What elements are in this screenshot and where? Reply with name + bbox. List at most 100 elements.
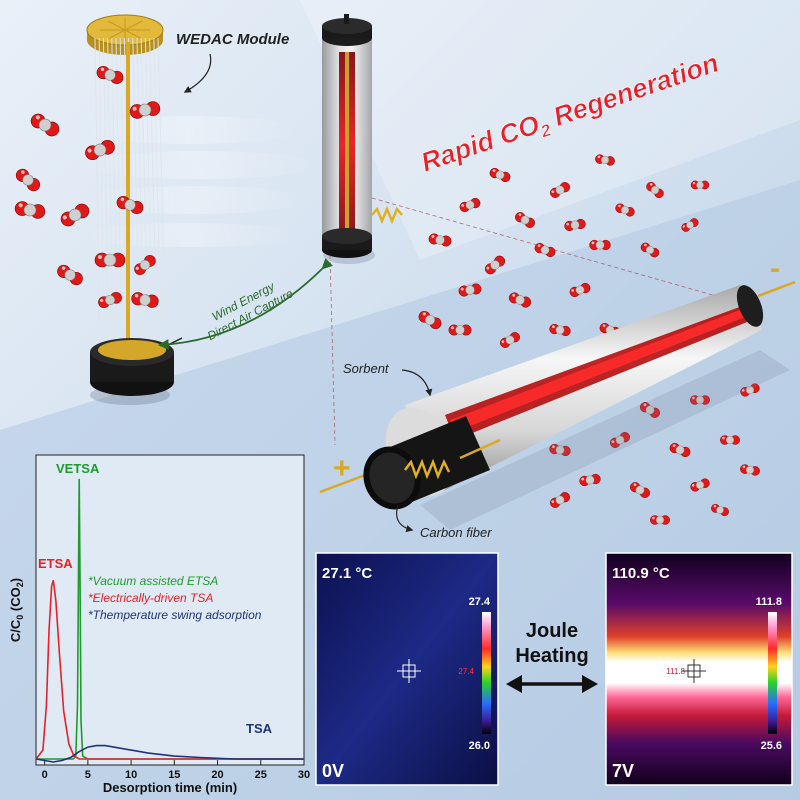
- joule-label-line1: Joule: [526, 620, 578, 642]
- x-tick-label: 15: [168, 769, 180, 781]
- co2-molecule: [418, 310, 442, 330]
- co2-molecule: [14, 201, 46, 219]
- co2-molecule: [669, 442, 691, 458]
- thermal-right-spot: 111.8: [666, 667, 685, 676]
- co2-molecule: [484, 255, 506, 275]
- co2-molecule: [640, 402, 660, 418]
- co2-molecule: [85, 139, 115, 161]
- co2-molecule: [116, 195, 144, 215]
- thermal-right-scale-min: 25.6: [761, 740, 782, 752]
- thermal-left-scale-max: 27.4: [469, 596, 491, 608]
- sorbent-label: Sorbent: [343, 361, 390, 376]
- co2-molecule: [550, 182, 570, 198]
- thermal-left-scale: [482, 612, 491, 734]
- thermal-right-scale: [768, 612, 777, 734]
- sorbent-arrow: [401, 369, 433, 397]
- co2-molecule: [57, 264, 83, 286]
- co2-molecule: [534, 242, 556, 258]
- co2-molecule: [740, 383, 760, 397]
- co2-molecule: [489, 167, 511, 183]
- thermal-right: 110.9 °C 111.8 25.6 111.8 7V: [605, 552, 793, 786]
- co2-molecule: [508, 292, 532, 308]
- plus-terminal: +: [333, 452, 351, 485]
- y-axis-label: C/C0 (CO2): [8, 578, 25, 642]
- co2-molecule: [690, 180, 710, 190]
- co2-molecule: [549, 443, 571, 457]
- co2-molecule: [630, 482, 650, 498]
- x-tick-label: 5: [85, 769, 91, 781]
- co2-molecule: [15, 168, 41, 192]
- co2-molecule: [610, 432, 630, 448]
- co2-molecule: [650, 515, 670, 525]
- co2-molecule: [550, 492, 570, 508]
- x-tick-label: 0: [42, 769, 48, 781]
- co2-molecule: [94, 252, 126, 268]
- thermal-right-voltage: 7V: [612, 761, 634, 781]
- thermal-left: 27.1 °C 27.4 26.0 27.4 0V: [315, 552, 499, 786]
- x-tick-label: 25: [255, 769, 267, 781]
- co2-molecule: [740, 464, 760, 476]
- co2-molecule: [711, 503, 729, 517]
- crosshair-icon: [397, 659, 421, 683]
- big-fiber: [319, 280, 796, 530]
- x-axis-label: Desorption time (min): [103, 780, 237, 795]
- x-tick-label: 30: [298, 769, 310, 781]
- legend-tsa: *Themperature swing adsorption: [88, 608, 262, 622]
- co2-molecule: [134, 255, 156, 275]
- wedac-module-label: WEDAC Module: [176, 31, 289, 48]
- co2-molecule: [690, 395, 710, 405]
- series-label-vetsa: VETSA: [56, 461, 100, 476]
- co2-molecule: [459, 197, 481, 213]
- double-arrow-icon: [506, 675, 598, 693]
- co2-molecule: [690, 478, 710, 492]
- co2-molecule: [595, 154, 615, 166]
- wedac-label-arrow: [183, 53, 212, 93]
- series-line-tsa: [35, 744, 304, 763]
- thermal-left-spot: 27.4: [458, 667, 474, 676]
- co2-molecule: [428, 233, 452, 247]
- co2-molecule: [98, 291, 122, 309]
- co2-molecule: [589, 239, 611, 251]
- desorption-chart: 0 5 10 15 20 25 30 Desorption time (min) C/C0 …: [8, 454, 310, 795]
- co2-molecule: [681, 218, 699, 232]
- chart-series: [35, 478, 304, 763]
- co2-molecule: [515, 212, 535, 228]
- joule-label-line2: Heating: [515, 645, 588, 667]
- minus-terminal: -: [770, 252, 780, 285]
- x-tick-label: 10: [125, 769, 137, 781]
- x-axis-ticks: 0 5 10 15 20 25 30: [42, 760, 310, 781]
- capture-arrow: [157, 258, 333, 350]
- co2-molecule: [129, 101, 161, 119]
- thermal-left-temp: 27.1 °C: [322, 565, 372, 582]
- background-light: [300, 0, 800, 260]
- series-label-etsa: ETSA: [38, 556, 73, 571]
- thermal-right-scale-max: 111.8: [756, 596, 782, 608]
- carbon-fiber-arrow: [396, 504, 414, 533]
- co2-molecule: [615, 203, 635, 217]
- co2-molecule: [640, 242, 660, 258]
- single-fiber-tube: [322, 14, 403, 264]
- thermal-left-voltage: 0V: [322, 761, 344, 781]
- fiber-strand: [119, 37, 127, 353]
- legend-vetsa: *Vacuum assisted ETSA: [88, 574, 218, 588]
- co2-molecule: [579, 473, 601, 487]
- co2-molecule: [458, 283, 482, 297]
- co2-molecules-regeneration: [418, 154, 760, 525]
- co2-molecule: [96, 65, 124, 85]
- co2-molecules-tower: [14, 65, 161, 309]
- thermal-right-temp: 110.9 °C: [612, 565, 670, 582]
- thermal-left-scale-min: 26.0: [469, 740, 490, 752]
- carbon-fiber-label: Carbon fiber: [420, 525, 492, 540]
- co2-molecule: [569, 282, 591, 298]
- co2-molecule: [30, 113, 60, 137]
- co2-molecule: [448, 324, 472, 336]
- co2-molecule: [646, 181, 664, 199]
- guide-line-top: [371, 197, 731, 301]
- co2-molecule: [549, 323, 571, 337]
- series-label-tsa: TSA: [246, 721, 273, 736]
- x-tick-label: 20: [211, 769, 223, 781]
- legend-etsa: *Electrically-driven TSA: [88, 591, 213, 605]
- crosshair-icon: [682, 659, 706, 683]
- co2-molecule: [60, 203, 90, 227]
